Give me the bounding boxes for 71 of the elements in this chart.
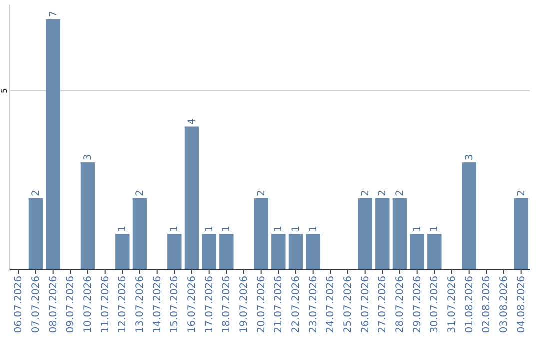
data-label: 1 bbox=[412, 226, 424, 232]
y-tick-label: 5 bbox=[0, 88, 9, 94]
bar bbox=[392, 198, 408, 270]
x-tick-label: 02.08.2026 bbox=[482, 276, 493, 334]
x-tick-label: 24.07.2026 bbox=[326, 276, 337, 334]
data-label: 2 bbox=[516, 190, 528, 196]
x-tick-label: 20.07.2026 bbox=[256, 276, 268, 334]
x-tick-label: 01.08.2026 bbox=[464, 276, 476, 334]
data-label: 7 bbox=[48, 10, 60, 18]
data-label: 1 bbox=[222, 226, 233, 232]
bar bbox=[306, 234, 320, 270]
x-tick-label: 07.07.2026 bbox=[31, 276, 42, 334]
x-tick-label: 16.07.2026 bbox=[187, 276, 198, 334]
bar bbox=[288, 234, 304, 270]
x-tick-label: 29.07.2026 bbox=[412, 276, 424, 334]
bar bbox=[272, 234, 286, 270]
data-label: 1 bbox=[274, 226, 285, 232]
data-label: 2 bbox=[256, 190, 268, 196]
bar bbox=[116, 234, 130, 270]
x-tick-label: 19.07.2026 bbox=[239, 276, 250, 334]
bar bbox=[428, 234, 442, 270]
data-label: 2 bbox=[378, 190, 389, 196]
data-label: 1 bbox=[170, 226, 181, 232]
x-tick-label: 09.07.2026 bbox=[66, 276, 77, 334]
x-tick-label: 30.07.2026 bbox=[430, 276, 441, 334]
data-label: 3 bbox=[464, 154, 476, 161]
bar bbox=[358, 198, 372, 270]
data-label: 3 bbox=[83, 154, 94, 161]
x-tick-label: 25.07.2026 bbox=[343, 276, 354, 334]
data-label: 2 bbox=[395, 190, 406, 196]
x-tick-label: 27.07.2026 bbox=[378, 276, 389, 334]
data-label: 1 bbox=[118, 226, 129, 232]
bar bbox=[202, 234, 216, 270]
x-tick-label: 28.07.2026 bbox=[395, 276, 406, 334]
bar bbox=[410, 234, 424, 270]
x-tick-label: 31.07.2026 bbox=[447, 276, 458, 334]
data-label: 2 bbox=[135, 190, 146, 196]
data-label: 1 bbox=[291, 226, 302, 232]
x-tick-label: 14.07.2026 bbox=[152, 276, 164, 334]
data-label: 2 bbox=[31, 190, 42, 196]
x-tick-label: 18.07.2026 bbox=[222, 276, 233, 334]
x-tick-label: 04.08.2026 bbox=[516, 276, 528, 334]
bar bbox=[46, 19, 60, 270]
x-tick-label: 06.07.2026 bbox=[14, 276, 25, 334]
bar bbox=[514, 198, 528, 270]
bar bbox=[184, 126, 200, 270]
x-tick-label: 11.07.2026 bbox=[100, 276, 112, 334]
x-tick-label: 22.07.2026 bbox=[291, 276, 302, 334]
bar bbox=[376, 198, 390, 270]
x-tick-label: 08.07.2026 bbox=[48, 276, 60, 334]
data-label: 1 bbox=[430, 226, 441, 232]
x-tick-label: 10.07.2026 bbox=[83, 276, 94, 334]
bar bbox=[28, 198, 44, 270]
data-label: 4 bbox=[187, 118, 198, 125]
x-tick-label: 13.07.2026 bbox=[135, 276, 146, 334]
data-label: 1 bbox=[204, 226, 216, 232]
x-tick-label: 21.07.2026 bbox=[274, 276, 285, 334]
bar bbox=[254, 198, 268, 270]
bar bbox=[168, 234, 182, 270]
bar bbox=[132, 198, 148, 270]
x-tick-label: 03.08.2026 bbox=[499, 276, 510, 334]
x-tick-label: 23.07.2026 bbox=[308, 276, 320, 334]
x-tick-label: 12.07.2026 bbox=[118, 276, 129, 334]
bar bbox=[80, 162, 96, 270]
bar bbox=[220, 234, 234, 270]
bar bbox=[462, 162, 476, 270]
data-label: 2 bbox=[360, 190, 372, 196]
x-tick-label: 26.07.2026 bbox=[360, 276, 372, 334]
data-label: 1 bbox=[308, 226, 320, 232]
x-tick-label: 17.07.2026 bbox=[204, 276, 216, 334]
x-tick-label: 15.07.2026 bbox=[170, 276, 181, 334]
